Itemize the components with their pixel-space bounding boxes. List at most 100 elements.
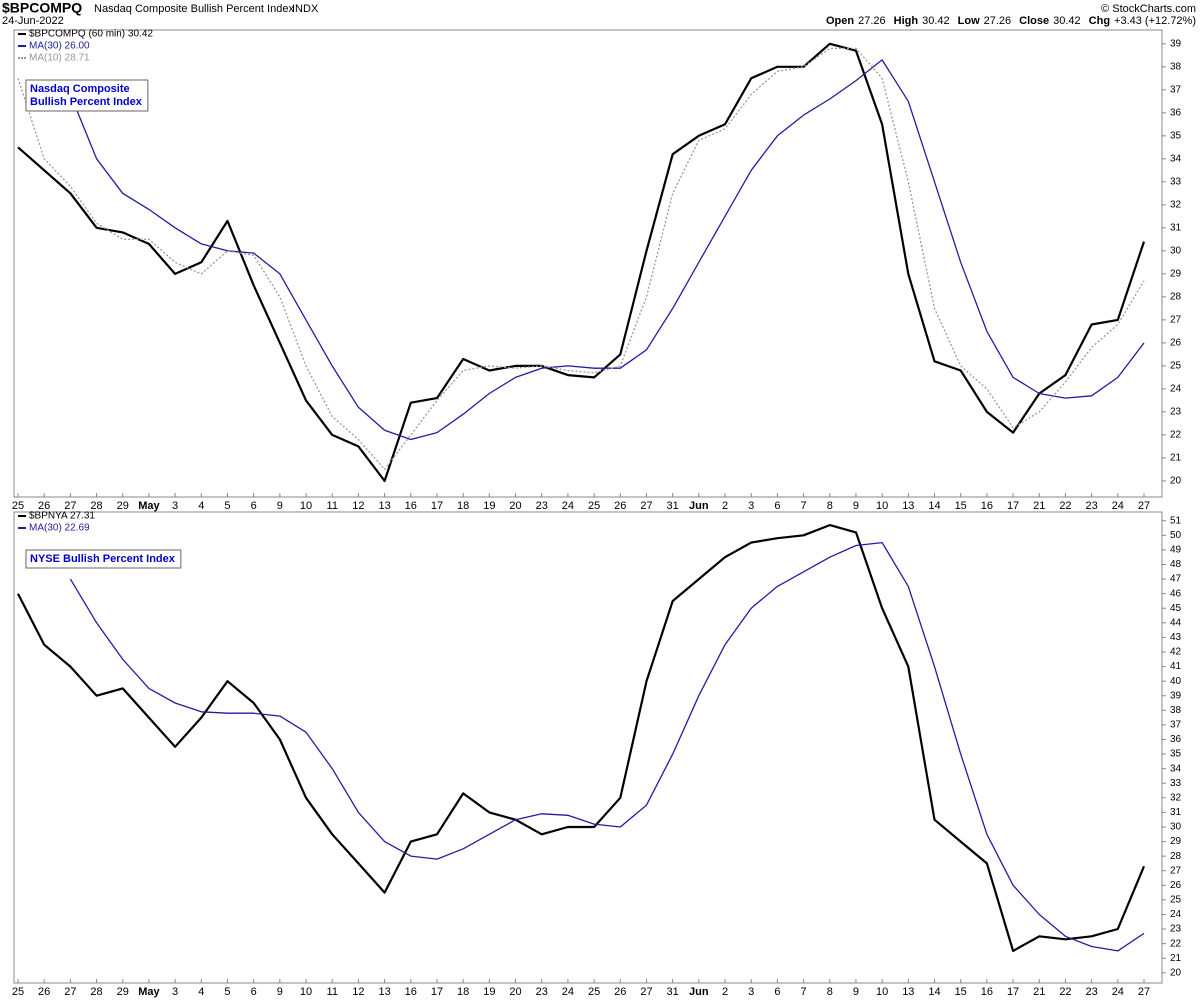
quote-value: 30.42 — [1053, 15, 1081, 27]
x-tick-label: 25 — [588, 500, 600, 512]
quote-label: High — [894, 15, 919, 27]
x-tick-label: 31 — [667, 500, 679, 512]
x-tick-label: 23 — [536, 986, 548, 998]
x-tick-label: 16 — [981, 986, 993, 998]
y-tick-label: 30 — [1170, 245, 1182, 256]
y-tick-label: 35 — [1170, 130, 1182, 141]
y-tick-label: 41 — [1170, 661, 1182, 672]
y-tick-label: 20 — [1170, 967, 1182, 978]
x-tick-label: 9 — [853, 986, 859, 998]
x-tick-label: Jun — [689, 500, 709, 512]
quote-value: +3.43 (+12.72%) — [1114, 15, 1196, 27]
x-tick-label: 8 — [827, 500, 833, 512]
x-tick-label: 19 — [483, 986, 495, 998]
y-tick-label: 21 — [1170, 453, 1182, 464]
y-tick-label: 21 — [1170, 953, 1182, 964]
y-tick-label: 26 — [1170, 880, 1182, 891]
annotation-text: Nasdaq Composite — [30, 83, 130, 95]
x-tick-label: 17 — [1007, 986, 1019, 998]
legend-label: MA(30) 26.00 — [29, 41, 90, 52]
quote-label: Open — [826, 15, 854, 27]
y-tick-label: 47 — [1170, 574, 1182, 585]
y-tick-label: 36 — [1170, 107, 1182, 118]
quote-value: 27.26 — [984, 15, 1012, 27]
y-tick-label: 50 — [1170, 530, 1182, 541]
y-tick-label: 27 — [1170, 315, 1182, 326]
x-tick-label: 14 — [928, 500, 940, 512]
plot-frame — [13, 29, 1163, 498]
y-tick-label: 37 — [1170, 84, 1182, 95]
plot-frame — [13, 511, 1163, 984]
quote-value: 27.26 — [858, 15, 886, 27]
x-tick-label: 10 — [300, 500, 312, 512]
series-line — [17, 524, 1146, 952]
x-tick-label: 28 — [90, 986, 102, 998]
y-tick-label: 34 — [1170, 153, 1182, 164]
x-tick-label: 27 — [1138, 500, 1150, 512]
x-tick-label: 13 — [902, 986, 914, 998]
x-tick-label: 3 — [172, 500, 178, 512]
x-tick-label: May — [138, 500, 160, 512]
y-tick-label: 38 — [1170, 61, 1182, 72]
x-tick-label: 23 — [536, 500, 548, 512]
date: 24-Jun-2022 — [2, 15, 64, 27]
x-tick-label: Jun — [689, 986, 709, 998]
x-tick-label: 12 — [352, 986, 364, 998]
quote-label: Close — [1019, 15, 1049, 27]
x-tick-label: 24 — [562, 986, 574, 998]
x-tick-label: 15 — [955, 500, 967, 512]
y-tick-label: 24 — [1170, 384, 1182, 395]
y-tick-label: 40 — [1170, 676, 1182, 687]
quote-label: Low — [958, 15, 980, 27]
x-tick-label: 5 — [224, 986, 230, 998]
x-tick-label: 17 — [431, 500, 443, 512]
x-tick-label: 26 — [614, 500, 626, 512]
x-tick-label: 13 — [378, 986, 390, 998]
y-tick-label: 25 — [1170, 895, 1182, 906]
x-tick-label: 10 — [300, 986, 312, 998]
x-tick-label: 13 — [378, 500, 390, 512]
x-tick-label: 29 — [117, 986, 129, 998]
x-tick-label: 26 — [614, 986, 626, 998]
series-line — [17, 47, 1145, 471]
quote: Open 27.26 High 30.42 Low 27.26 Close 30.42 Chg +… — [826, 15, 1196, 27]
x-tick-label: 9 — [853, 500, 859, 512]
y-tick-label: 25 — [1170, 361, 1182, 372]
y-tick-label: 26 — [1170, 338, 1182, 349]
y-tick-label: 43 — [1170, 632, 1182, 643]
x-tick-label: 24 — [562, 500, 574, 512]
x-tick-label: 10 — [876, 500, 888, 512]
x-tick-label: 31 — [667, 986, 679, 998]
annotation-box — [25, 549, 182, 569]
y-tick-label: 23 — [1170, 407, 1182, 418]
x-tick-label: 7 — [801, 500, 807, 512]
y-tick-label: 51 — [1170, 515, 1182, 526]
x-tick-label: May — [138, 986, 160, 998]
y-tick-label: 32 — [1170, 199, 1182, 210]
annotation-box — [25, 79, 149, 112]
quote-value: 30.42 — [922, 15, 950, 27]
index-name: Nasdaq Composite Bullish Percent Index — [94, 3, 294, 15]
y-tick-label: 39 — [1170, 690, 1182, 701]
y-tick-label: 30 — [1170, 822, 1182, 833]
x-tick-label: 22 — [1059, 500, 1071, 512]
x-tick-label: 23 — [1086, 986, 1098, 998]
x-tick-label: 4 — [198, 500, 204, 512]
y-tick-label: 45 — [1170, 603, 1182, 614]
x-tick-label: 16 — [981, 500, 993, 512]
legend-label: $BPCOMPQ (60 min) 30.42 — [29, 29, 153, 40]
y-tick-label: 36 — [1170, 734, 1182, 745]
x-tick-label: 21 — [1033, 500, 1045, 512]
x-tick-label: 13 — [902, 500, 914, 512]
x-tick-label: 3 — [748, 500, 754, 512]
x-tick-label: 29 — [117, 500, 129, 512]
x-tick-label: 3 — [172, 986, 178, 998]
exchange: INDX — [292, 3, 319, 15]
x-tick-label: 6 — [251, 986, 257, 998]
x-tick-label: 12 — [352, 500, 364, 512]
x-tick-label: 17 — [431, 986, 443, 998]
y-tick-label: 28 — [1170, 291, 1182, 302]
x-tick-label: 9 — [277, 500, 283, 512]
x-tick-label: 11 — [327, 500, 338, 512]
